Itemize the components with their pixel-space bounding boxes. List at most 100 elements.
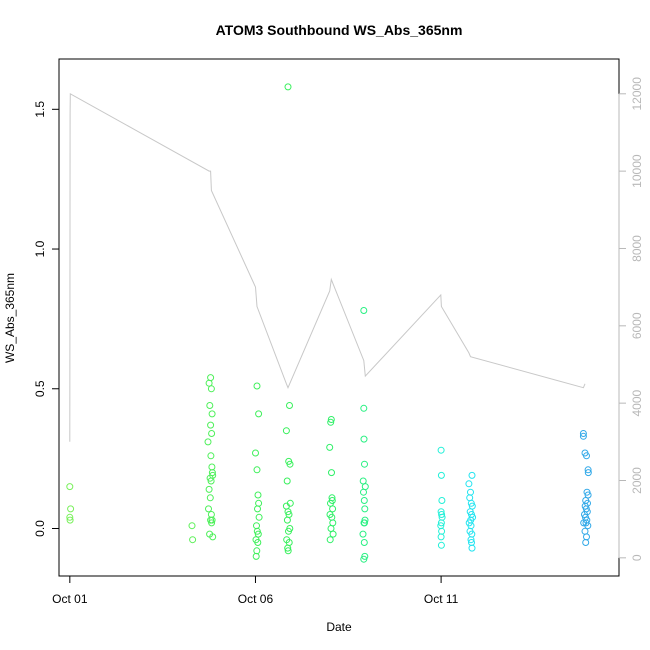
scatter-point (207, 385, 215, 393)
scatter-point (255, 410, 263, 418)
scatter-point (282, 427, 290, 435)
scatter-point (189, 536, 197, 544)
scatter-point (579, 430, 587, 437)
scatter-point (360, 307, 368, 314)
scatter-point (209, 471, 217, 479)
x-tick-label: Oct 01 (52, 592, 88, 606)
scatter-point (208, 463, 216, 471)
scatter-point (66, 516, 74, 524)
scatter-point (327, 418, 335, 426)
scatter-point (284, 544, 292, 552)
y2-tick-label: 6000 (630, 312, 644, 339)
y2-tick-label: 4000 (630, 389, 644, 416)
scatter-point (465, 480, 473, 488)
scatter-point (360, 404, 368, 412)
scatter-point (467, 536, 475, 544)
chart-title: ATOM3 Southbound WS_Abs_365nm (216, 22, 463, 38)
scatter-point (253, 382, 261, 390)
scatter-point (579, 432, 587, 440)
scatter-point (584, 469, 592, 477)
scatter-point (252, 449, 259, 457)
scatter-point (583, 533, 590, 541)
y-tick-label: 1.5 (33, 101, 47, 118)
x-axis-label: Date (326, 620, 352, 634)
scatter-point (254, 505, 261, 513)
scatter-point (205, 505, 212, 513)
scatter-point (283, 477, 291, 485)
y2-tick-label: 12000 (630, 77, 644, 111)
scatter-point (437, 533, 445, 541)
scatter-point (360, 488, 367, 496)
scatter-point (438, 511, 446, 518)
y-axis-label: WS_Abs_365nm (3, 273, 17, 363)
scatter-point (253, 547, 261, 555)
scatter-point (208, 516, 216, 524)
x-tick-label: Oct 11 (424, 592, 459, 606)
scatter-point (361, 460, 368, 468)
scatter-point (284, 83, 292, 91)
scatter-point (328, 469, 335, 477)
x-axis: Oct 01 Oct 06 Oct 11 (52, 575, 459, 606)
scatter-point (329, 505, 337, 513)
scatter-point (326, 536, 334, 544)
scatter-point (360, 497, 368, 504)
scatter-point (438, 527, 446, 535)
line-series (69, 92, 586, 442)
scatter-point (329, 530, 337, 538)
scatter-point (205, 379, 213, 387)
scatter-point (361, 505, 369, 513)
scatter-point (329, 519, 337, 527)
scatter-point (360, 435, 368, 443)
scatter-point (584, 466, 592, 474)
x-tick-label: Oct 06 (238, 592, 274, 606)
scatter-point (360, 555, 368, 563)
scatter-point (208, 430, 216, 437)
scatter-point (204, 438, 212, 446)
scatter-point (208, 519, 216, 527)
scatter-point (359, 530, 367, 538)
scatter-point (360, 539, 368, 546)
scatter-point (207, 374, 215, 382)
scatter-point (584, 522, 592, 530)
scatter-point (437, 471, 445, 479)
scatter-point (252, 552, 260, 560)
y2-tick-label: 0 (630, 554, 644, 561)
scatter-point (468, 471, 476, 479)
scatter-point (205, 485, 213, 493)
scatter-point (581, 527, 589, 535)
plot-frame (58, 58, 620, 577)
scatter-point (188, 522, 196, 530)
scatter-point (207, 421, 215, 429)
scatter-point (207, 452, 215, 460)
scatter-point (437, 541, 445, 549)
scatter-point (206, 402, 214, 409)
scatter-points-group (66, 83, 592, 563)
y2-axis: 0 2000 4000 6000 8000 10000 12000 (618, 77, 644, 561)
scatter-point (254, 491, 262, 499)
y2-tick-label: 10000 (630, 154, 644, 188)
scatter-point (467, 488, 474, 496)
scatter-point (468, 544, 476, 552)
scatter-point (208, 410, 216, 418)
y-tick-label: 1.0 (33, 240, 47, 257)
scatter-point (286, 402, 293, 409)
scatter-point (283, 516, 291, 524)
scatter-point (361, 483, 369, 491)
scatter-point (582, 539, 590, 546)
scatter-point (437, 446, 445, 454)
y-tick-label: 0.0 (33, 520, 47, 537)
scatter-point (255, 499, 263, 507)
scatter-point (254, 539, 262, 546)
scatter-point (285, 527, 292, 535)
scatter-point (66, 483, 74, 491)
scatter-point (255, 513, 263, 521)
y-axis: 0.0 0.5 1.0 1.5 (33, 101, 60, 537)
scatter-point (253, 466, 261, 474)
scatter-point (581, 449, 589, 457)
scatter-point (437, 519, 445, 527)
scatter-point (67, 505, 75, 513)
y-tick-label: 0.5 (33, 380, 47, 397)
scatter-point (209, 533, 217, 541)
scatter-point (438, 497, 446, 504)
